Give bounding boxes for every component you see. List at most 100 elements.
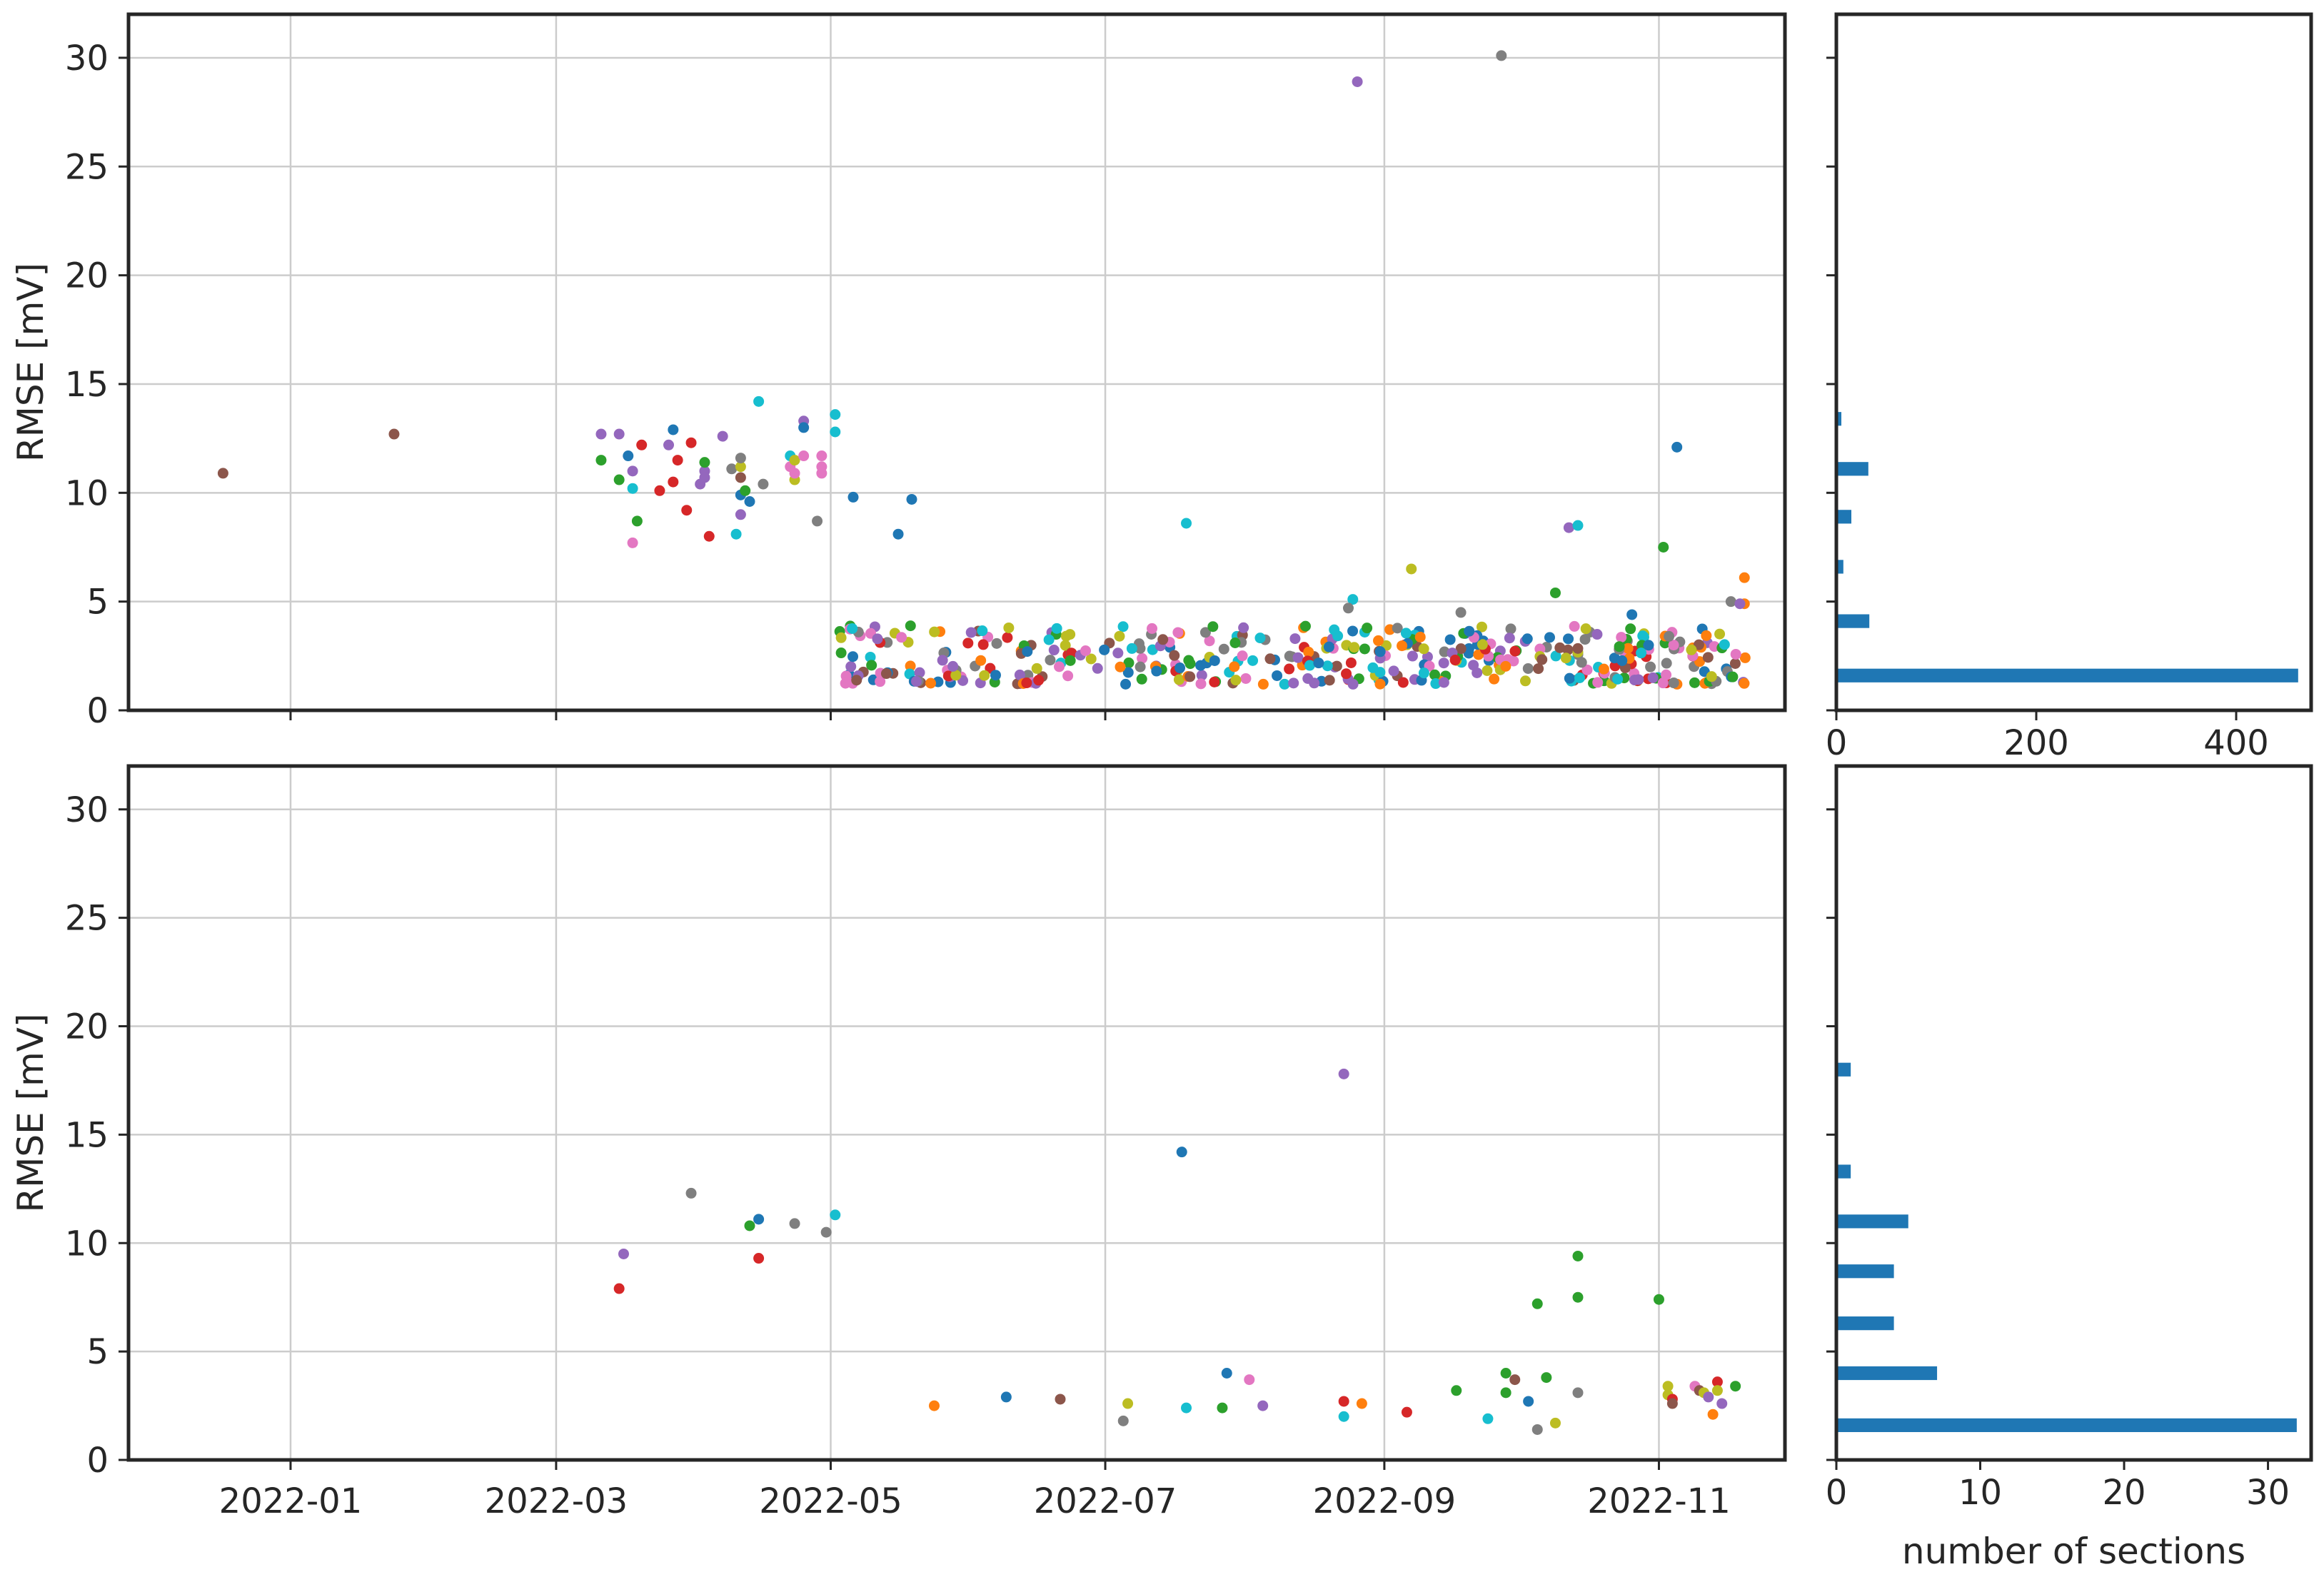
frame-top-left: [126, 12, 1787, 712]
frame-bottom-left: [126, 764, 1787, 1462]
data-point: [1342, 603, 1354, 614]
data-point: [758, 478, 769, 490]
data-point: [1181, 518, 1192, 529]
band-point: [1464, 625, 1475, 637]
data-point: [847, 491, 859, 503]
band-point: [1031, 662, 1042, 674]
band-point: [847, 651, 859, 662]
band-point: [1509, 645, 1521, 657]
data-point: [668, 424, 679, 435]
band-point: [977, 639, 989, 650]
band-point: [1661, 669, 1672, 680]
band-point: [1581, 664, 1593, 675]
data-point: [789, 1218, 800, 1229]
band-point: [1400, 628, 1412, 639]
band-point: [1002, 632, 1013, 643]
band-point: [1123, 657, 1135, 669]
ytick-label-2: 10: [65, 473, 109, 513]
ticks-bottom-left: 2022-01 2022-03 2022-05 2022-07 2022-09 2022-…: [65, 790, 1731, 1521]
band-point: [1284, 663, 1295, 675]
data-point: [1221, 1368, 1232, 1379]
band-point: [1085, 653, 1097, 665]
bar-2: [1836, 1316, 1894, 1331]
ticks-top-left: 0 5 10 15 20 25 30: [65, 39, 1660, 731]
band-point: [1522, 662, 1534, 674]
band-point: [1184, 658, 1196, 670]
band-point: [1045, 655, 1056, 666]
xtick-label-0: 0: [1826, 723, 1848, 763]
data-point: [740, 485, 751, 496]
band-point: [1272, 670, 1283, 681]
band-point: [1347, 625, 1359, 637]
band-point: [1449, 655, 1461, 666]
band-point: [905, 620, 916, 632]
band-point: [1702, 652, 1714, 663]
band-point: [947, 660, 959, 672]
band-point: [1054, 661, 1065, 672]
band-point: [937, 655, 948, 666]
data-point: [668, 476, 679, 488]
band-point: [1645, 661, 1656, 672]
data-point: [1176, 1147, 1187, 1158]
ytick-label-4: 20: [65, 256, 109, 296]
band-point: [1693, 639, 1704, 650]
ticks-top-right: 0 200 400: [1826, 56, 2269, 763]
band-point: [1151, 665, 1162, 677]
band-point: [1730, 648, 1741, 660]
band-point: [1324, 675, 1335, 686]
data-point: [1338, 1411, 1349, 1422]
data-point: [744, 1220, 755, 1231]
band-point: [1329, 624, 1340, 635]
ytick-label-2: 10: [65, 1224, 109, 1264]
data-point: [1523, 1396, 1534, 1407]
band-point: [1288, 677, 1299, 689]
band-point: [1341, 668, 1352, 680]
band-point: [1374, 678, 1386, 690]
band-point: [1060, 640, 1071, 651]
data-point: [1734, 598, 1746, 610]
band-point: [1714, 628, 1726, 640]
band-point: [1562, 644, 1574, 655]
band-point: [1003, 622, 1015, 633]
band-point: [962, 638, 974, 649]
band-point: [1292, 652, 1304, 663]
band-point: [1407, 650, 1418, 662]
band-point: [1729, 657, 1741, 669]
data-point: [798, 422, 810, 433]
band-point: [1172, 627, 1184, 638]
data-point: [830, 426, 841, 438]
band-point: [835, 632, 847, 643]
bar-0: [1836, 1418, 2297, 1432]
data-point: [1666, 1398, 1678, 1409]
band-point: [1489, 673, 1500, 685]
band-point: [1345, 657, 1357, 668]
band-point: [1264, 653, 1276, 665]
band-point: [1021, 677, 1032, 689]
bar-3: [1836, 510, 1851, 524]
band-point: [1533, 663, 1544, 675]
band-point: [1230, 675, 1242, 686]
band-point: [872, 633, 883, 645]
band-point: [865, 651, 876, 662]
data-point: [663, 439, 675, 450]
data-point: [681, 505, 693, 516]
data-point: [623, 450, 634, 462]
band-point: [1117, 621, 1129, 633]
band-point: [1209, 676, 1220, 687]
band-point: [1560, 653, 1571, 664]
band-point: [1136, 673, 1147, 685]
band-point: [991, 638, 1002, 649]
band-point: [1430, 678, 1442, 690]
band-point: [1114, 630, 1125, 642]
data-point: [595, 455, 607, 466]
xtick-label-0: 0: [1826, 1473, 1848, 1513]
data-point: [735, 461, 746, 473]
band-point: [1347, 678, 1359, 690]
band-point: [1463, 648, 1474, 659]
data-point: [816, 450, 828, 462]
data-point: [388, 428, 400, 440]
data-point: [703, 530, 715, 542]
bar-5: [1836, 1164, 1851, 1179]
band-point: [1313, 657, 1324, 669]
band-point: [1576, 657, 1587, 668]
